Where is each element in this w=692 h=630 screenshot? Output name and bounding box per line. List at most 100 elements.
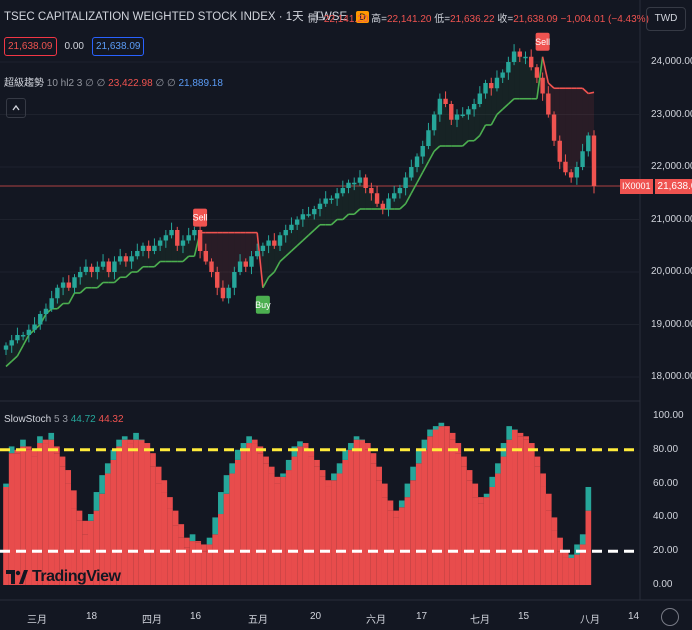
candlestick-series	[3, 44, 597, 355]
stoch-bar	[127, 443, 134, 585]
candle-body	[374, 193, 380, 204]
candle-body	[9, 340, 14, 346]
stoch-bar	[178, 537, 185, 585]
stoch-bar-top	[291, 446, 298, 457]
signal-markers: Sell Sell Buy	[193, 32, 550, 314]
candle-body	[20, 335, 26, 337]
stoch-bar-top	[574, 544, 580, 555]
supertrend-segment	[268, 271, 275, 278]
stoch-bar-top	[121, 436, 128, 440]
stoch-bar-top	[489, 476, 496, 487]
tradingview-logo[interactable]: TradingView	[6, 568, 121, 586]
candle-body	[568, 172, 574, 178]
time-tick-label: 16	[190, 611, 202, 622]
stoch-bar-top	[133, 432, 139, 440]
stoch-bar-top	[387, 500, 394, 511]
supertrend-segment	[330, 218, 338, 226]
change-percent: (−4.43%)	[608, 14, 649, 25]
symbol-title[interactable]: TSEC CAPITALIZATION WEIGHTED STOCK INDEX…	[4, 11, 348, 23]
stoch-bar	[523, 439, 529, 585]
candle-body	[437, 98, 443, 115]
candle-body	[523, 56, 528, 59]
stoch-bar	[144, 449, 151, 585]
candle-body	[89, 266, 94, 272]
buy-price-button[interactable]: 21,638.09	[91, 37, 145, 56]
stoch-bar-top	[427, 429, 433, 437]
supertrend-fill-segment	[576, 88, 583, 167]
stoch-bar-top	[280, 473, 286, 477]
stoch-bar-top	[585, 486, 592, 511]
supertrend-segment	[68, 292, 76, 304]
last-price-tag: IX0001 21,638.09	[620, 179, 692, 194]
supertrend-segment	[313, 224, 321, 231]
close-value: 21,638.09	[513, 14, 558, 25]
tradingview-icon	[6, 570, 28, 584]
stoch-bar-top	[14, 449, 21, 454]
sell-signal-label: Sell	[193, 213, 208, 223]
stoch-bar-top	[93, 492, 100, 511]
stoch-bar	[155, 483, 162, 585]
stoch-bar-top	[274, 476, 281, 484]
stoch-bar	[489, 486, 496, 585]
stoch-bar-top	[562, 551, 569, 558]
stoch-bar-top	[302, 443, 309, 447]
stoch-tick-label: 20.00	[653, 545, 679, 557]
stoch-bar-top	[381, 483, 388, 498]
candle-body	[289, 224, 294, 230]
stoch-bar-top	[534, 456, 541, 467]
candle-body	[192, 230, 197, 236]
oscillator-d-value: 44.32	[98, 414, 124, 425]
candle-body	[135, 251, 140, 257]
indicator-value-red: 23,422.98	[108, 78, 153, 89]
stoch-reference-lines	[0, 448, 640, 553]
stoch-bar	[20, 446, 26, 585]
stoch-bar	[297, 446, 303, 585]
candle-body	[306, 214, 311, 216]
stoch-bar-top	[551, 517, 558, 531]
supertrend-segment	[462, 140, 469, 147]
supertrend-fill-segment	[371, 193, 378, 209]
stoch-bar	[393, 517, 399, 585]
supertrend-fill-segment	[348, 182, 355, 215]
grid-lines	[0, 0, 692, 601]
stoch-bar-top	[127, 439, 134, 444]
candle-body	[529, 56, 534, 68]
chevron-up-icon[interactable]	[6, 98, 26, 118]
supertrend-fill-segment	[514, 51, 520, 99]
candle-body	[574, 167, 580, 178]
stoch-bar	[461, 466, 467, 585]
currency-button[interactable]: TWD	[646, 7, 686, 31]
candle-body	[340, 188, 346, 194]
stoch-bar	[432, 429, 439, 585]
candle-body	[454, 114, 460, 120]
stoch-bar-top	[353, 436, 360, 440]
stoch-bar	[172, 525, 179, 585]
sell-price-button[interactable]: 21,638.09	[4, 37, 57, 56]
buy-signal-label: Buy	[255, 300, 271, 310]
settings-icon[interactable]	[661, 608, 679, 626]
candle-body	[500, 72, 505, 78]
stoch-bar-top	[212, 517, 219, 535]
indicator-legend[interactable]: 超級趨勢 10 hl2 3 ∅ ∅ 23,422.98 ∅ ∅ 21,889.1…	[4, 74, 223, 89]
stoch-bar	[240, 449, 247, 585]
stoch-bar-top	[449, 432, 456, 440]
supertrend-segment	[308, 229, 315, 236]
candle-body	[32, 324, 37, 330]
oscillator-legend[interactable]: SlowStoch 5 3 44.72 44.32	[4, 414, 124, 425]
candle-body	[112, 261, 117, 272]
stoch-bar-top	[229, 463, 235, 474]
stoch-bar	[551, 530, 558, 585]
stoch-tick-label: 0.00	[653, 579, 673, 590]
stoch-bar-top	[398, 500, 405, 508]
stoch-bar-top	[512, 429, 518, 431]
stoch-bar	[201, 551, 207, 585]
indicator-v3: ∅	[155, 78, 165, 89]
stoch-bar	[302, 446, 309, 585]
stoch-bar	[59, 466, 66, 585]
supertrend-segment	[153, 260, 161, 268]
stoch-bar	[25, 449, 32, 585]
candle-body	[197, 230, 203, 251]
stoch-bar-top	[478, 497, 484, 504]
time-tick-label: 七月	[470, 615, 490, 626]
